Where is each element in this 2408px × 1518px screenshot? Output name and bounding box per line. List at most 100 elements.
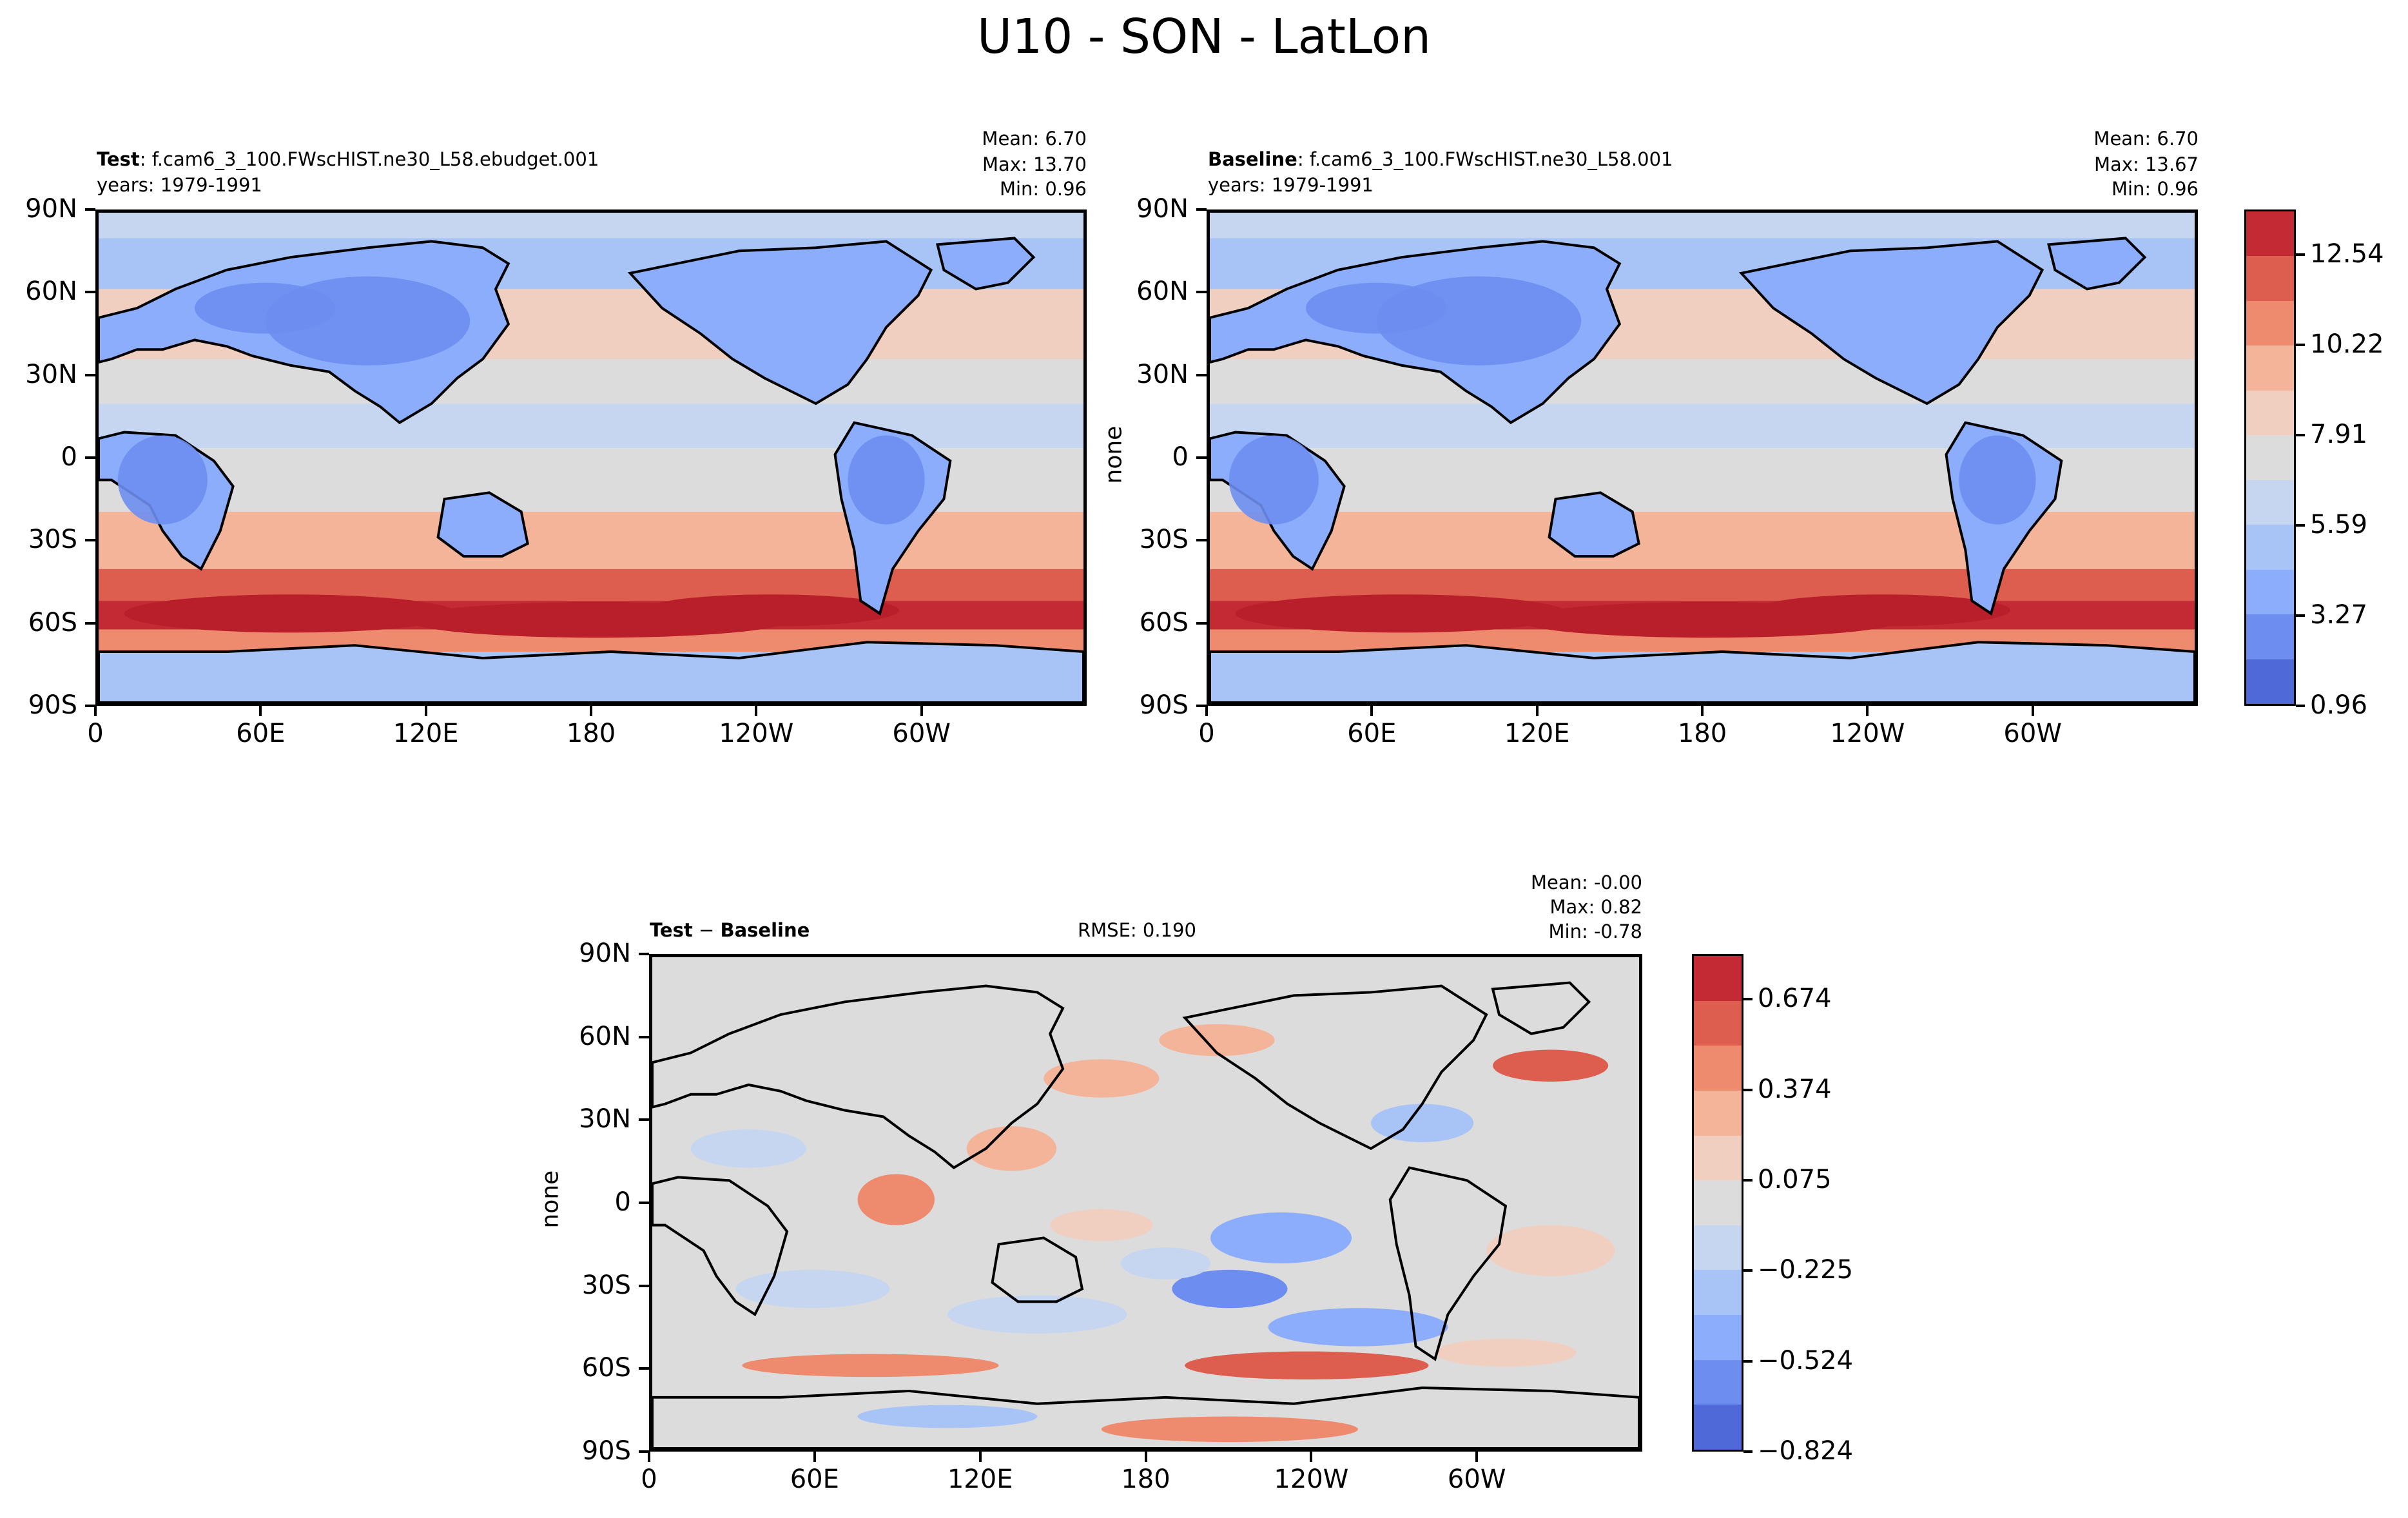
anomaly-blob (742, 1354, 999, 1377)
lon-tick-mark (1701, 706, 1704, 716)
colorbar-tick-mark (2296, 705, 2305, 707)
lon-tick-mark (94, 706, 97, 716)
lon-tick-mark (1205, 706, 1208, 716)
lon-tick-label: 0 (1198, 719, 1215, 748)
test-mean: Mean: 6.70 (982, 128, 1087, 150)
colorbar-tick-mark (2296, 434, 2305, 436)
baseline-max: Max: 13.67 (2094, 153, 2199, 175)
jet-core (1754, 594, 2010, 627)
continent (627, 240, 933, 405)
colorbar-tick-label: 0.96 (2310, 690, 2368, 720)
anomaly-blob (966, 1126, 1057, 1171)
figure-title: U10 - SON - LatLon (976, 9, 1432, 64)
lat-tick-mark (639, 1284, 649, 1287)
anomaly-blob (1185, 1351, 1429, 1380)
colorbar-level (1694, 1315, 1742, 1360)
anomaly-blob (1044, 1059, 1160, 1098)
lon-tick-mark (1144, 1452, 1147, 1462)
anomaly-blob (1493, 1049, 1609, 1082)
wind-band (99, 359, 1083, 404)
colorbar-level (2246, 525, 2294, 570)
lon-tick-mark (1866, 706, 1869, 716)
lat-tick-label: 0 (1172, 442, 1189, 472)
lat-tick-mark (85, 539, 95, 542)
colorbar-level (2246, 256, 2294, 301)
colorbar-tick-mark (2296, 614, 2305, 617)
anomaly-blob (1486, 1225, 1615, 1276)
diff-rmse: RMSE: 0.190 (1078, 919, 1196, 941)
colorbar-tick-mark (2296, 344, 2305, 346)
anomaly-blob (1159, 1024, 1275, 1056)
lon-tick-mark (813, 1452, 816, 1462)
lon-tick-mark (1310, 1452, 1313, 1462)
lon-tick-label: 120E (393, 719, 459, 748)
colorbar-level (2246, 300, 2294, 346)
lat-tick-label: 0 (61, 442, 77, 472)
lon-tick-label: 60W (1447, 1464, 1506, 1494)
anomaly-blob (857, 1174, 935, 1225)
lat-tick-label: 30S (581, 1270, 631, 1300)
colorbar-level (2246, 659, 2294, 704)
continent (1210, 641, 2195, 703)
colorbar-level (2246, 390, 2294, 436)
low-wind-patch (195, 282, 336, 334)
coastline (1491, 981, 1591, 1035)
lon-tick-mark (920, 706, 923, 716)
colorbar-level (1694, 956, 1742, 1001)
lon-tick-label: 0 (641, 1464, 657, 1494)
wind-band (1210, 359, 2195, 404)
test-map-field (99, 213, 1083, 703)
lat-tick-mark (1196, 705, 1207, 707)
lat-tick-label: 90S (581, 1436, 631, 1466)
lat-tick-label: 60N (1136, 277, 1189, 307)
lon-tick-label: 120W (719, 719, 794, 748)
lon-tick-mark (2031, 706, 2034, 716)
test-case: : f.cam6_3_100.FWscHIST.ne30_L58.ebudget… (139, 148, 599, 170)
lat-tick-label: 30S (1139, 525, 1189, 555)
lon-tick-label: 180 (1121, 1464, 1170, 1494)
lon-tick-label: 120E (947, 1464, 1013, 1494)
colorbar-tick-mark (2296, 524, 2305, 527)
diff-map-field (652, 957, 1639, 1448)
continent (1548, 491, 1640, 558)
colorbar-tick-label: −0.524 (1758, 1345, 1854, 1376)
field-colorbar (2244, 209, 2296, 706)
colorbar-tick-label: 5.59 (2310, 510, 2368, 540)
lon-tick-label: 120W (1830, 719, 1905, 748)
colorbar-tick-label: 12.54 (2310, 239, 2384, 269)
anomaly-blob (1268, 1308, 1448, 1347)
continent (436, 491, 529, 558)
diff-min: Min: -0.78 (1548, 920, 1642, 942)
colorbar-level (1694, 1000, 1742, 1046)
anomaly-blob (1210, 1212, 1352, 1264)
anomaly-blob (1435, 1338, 1577, 1367)
baseline-name: Baseline (1208, 148, 1297, 170)
baseline-min: Min: 0.96 (2111, 178, 2199, 200)
lat-tick-mark (639, 953, 649, 955)
colorbar-tick-label: 3.27 (2310, 600, 2368, 630)
lat-tick-mark (1196, 621, 1207, 625)
coastline (652, 1176, 789, 1317)
lat-tick-mark (1196, 208, 1207, 211)
test-min: Min: 0.96 (999, 178, 1087, 200)
lat-tick-mark (639, 1118, 649, 1122)
lat-tick-mark (1196, 373, 1207, 376)
anomaly-blob (1172, 1269, 1288, 1309)
colorbar-tick-label: −0.225 (1758, 1255, 1854, 1285)
lon-tick-mark (259, 706, 262, 716)
diff-max: Max: 0.82 (1549, 896, 1642, 918)
lat-tick-label: 90N (579, 939, 631, 968)
anomaly-blob (735, 1269, 890, 1309)
lat-tick-mark (85, 208, 95, 211)
colorbar-level (2246, 345, 2294, 391)
diff-colorbar (1692, 954, 1743, 1452)
coastline (652, 984, 1065, 1169)
colorbar-level (2246, 480, 2294, 525)
colorbar-level (1694, 1046, 1742, 1091)
colorbar-level (1694, 1405, 1742, 1450)
lat-tick-mark (639, 1450, 649, 1453)
lon-tick-mark (755, 706, 758, 716)
coastline (1388, 1166, 1508, 1361)
lon-tick-label: 60E (790, 1464, 839, 1494)
baseline-years: years: 1979-1991 (1208, 174, 1374, 196)
